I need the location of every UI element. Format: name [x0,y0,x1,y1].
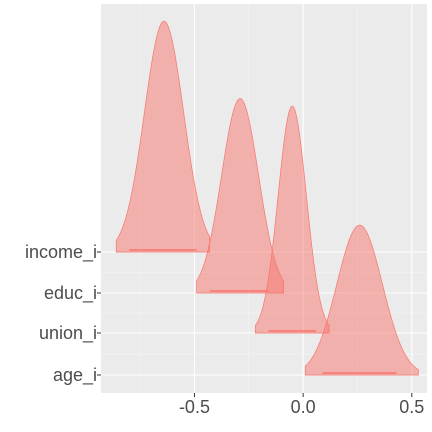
y-tick-label: income_i [25,242,97,263]
y-axis: age_i union_i educ_i income_i [25,242,101,386]
y-tick-label: union_i [39,323,97,344]
x-tick-label: 0.5 [399,397,424,417]
x-tick-label: -0.5 [179,397,210,417]
y-tick-label: educ_i [44,283,97,304]
x-axis: -0.5 0.0 0.5 [179,393,424,417]
y-tick-label: age_i [53,365,97,386]
x-tick-label: 0.0 [291,397,316,417]
